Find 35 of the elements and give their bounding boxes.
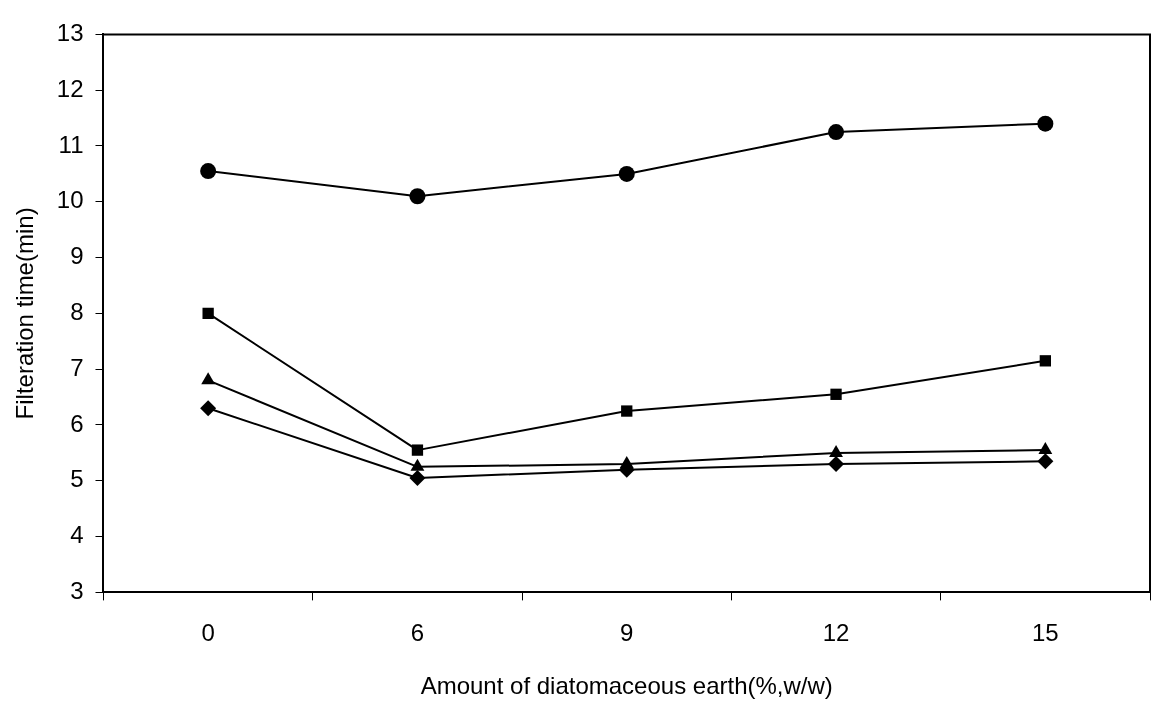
y-tick-label: 10 [56,186,84,214]
point [200,163,217,180]
x-tick-label: 12 [822,619,850,647]
point [1039,355,1052,367]
y-tick-label: 6 [70,409,84,437]
y-tick-label: 12 [56,74,84,102]
y-tick-label: 13 [56,19,84,47]
point [619,456,634,469]
x-axis-title: Amount of diatomaceous earth(%,w/w) [420,672,833,700]
y-tick-label: 11 [58,130,84,158]
x-tick-label: 15 [1032,619,1059,647]
point [1037,115,1054,132]
point [409,188,426,205]
point [1037,453,1054,470]
point [830,388,842,400]
y-tick-label: 3 [70,577,84,605]
y-tick-label: 8 [70,298,84,326]
x-tick-label: 0 [201,619,215,647]
point [409,470,426,487]
y-tick-label: 5 [70,465,84,493]
point [828,124,845,141]
point [200,400,217,417]
y-tick-label: 4 [70,521,84,549]
y-axis-title: Filteration time(min) [11,207,39,420]
y-tick-label: 9 [70,242,84,270]
point [202,307,214,320]
x-tick-label: 9 [620,619,634,647]
point [1038,442,1053,455]
point [621,405,633,417]
point [201,372,216,385]
point [411,444,424,456]
y-tick-label: 7 [70,353,84,381]
x-tick-label: 6 [410,619,425,647]
point [618,165,635,182]
point [828,456,845,473]
